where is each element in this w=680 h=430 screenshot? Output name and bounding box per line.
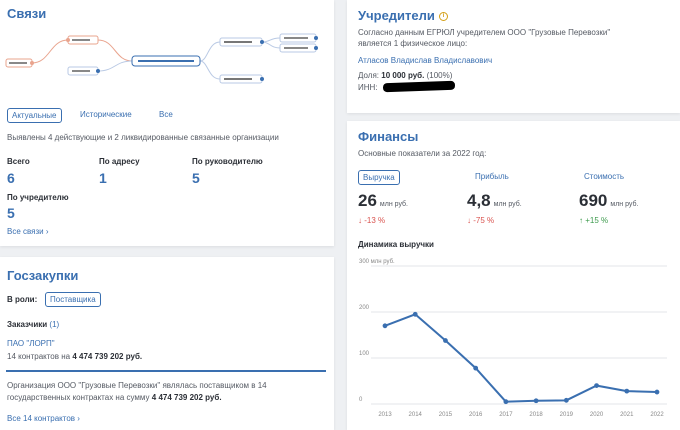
x-tick-label: 2022 [650, 412, 664, 418]
stat-total-label: Всего [7, 157, 30, 166]
customer-link[interactable]: ПАО "ЛОРП" [7, 339, 55, 348]
metric-revenue-change: ↓ -13 % [358, 216, 386, 225]
founder-person-link[interactable]: Атласов Владислав Владиславович [358, 56, 493, 65]
revenue-point-2017[interactable] [503, 399, 509, 405]
metric-value-value: 690 млн руб. [579, 191, 639, 210]
x-tick-label: 2018 [529, 412, 543, 418]
x-tick-label: 2019 [560, 412, 574, 418]
contracts-progress-bar [6, 370, 326, 372]
stat-director-label: По руководителю [192, 157, 263, 166]
chevron-right-icon: › [77, 414, 80, 423]
metric-revenue-value: 26 млн руб. [358, 191, 408, 210]
metric-profit-tab[interactable]: Прибыль [475, 172, 509, 181]
arrow-up-icon: ↑ [579, 216, 583, 225]
purchases-note-line1: Организация ООО "Грузовые Перевозки" явл… [7, 381, 267, 390]
all-links-link[interactable]: Все связи › [7, 227, 49, 236]
role-supplier-tab[interactable]: Поставщика [45, 292, 101, 307]
links-summary: Выявлены 4 действующие и 2 ликвидированн… [7, 133, 279, 142]
x-tick-label: 2017 [499, 412, 513, 418]
y-tick-label: 300 млн руб. [359, 259, 395, 265]
revenue-chart[interactable]: 300 млн руб. 200 100 0 2013 2014 2015 2016 2017 2… [347, 256, 680, 430]
x-tick-label: 2020 [590, 412, 604, 418]
revenue-point-2013[interactable] [382, 323, 388, 329]
purchases-card: Госзакупки В роли: Поставщика Заказчики … [0, 257, 334, 430]
stat-founder-value[interactable]: 5 [7, 205, 15, 221]
all-contracts-link[interactable]: Все 14 контрактов › [7, 414, 80, 423]
y-tick-label: 200 [359, 305, 370, 311]
arrow-down-icon: ↓ [467, 216, 471, 225]
revenue-point-2014[interactable] [412, 311, 418, 317]
x-tick-label: 2013 [378, 412, 392, 418]
arrow-down-icon: ↓ [358, 216, 362, 225]
founders-desc-line2: является 1 физическое лицо: [358, 39, 468, 48]
y-tick-label: 100 [359, 351, 370, 357]
tab-actual[interactable]: Актуальные [7, 108, 62, 123]
metric-profit-change: ↓ -75 % [467, 216, 495, 225]
x-tick-label: 2021 [620, 412, 634, 418]
chart-title: Динамика выручки [358, 240, 434, 249]
stat-director-value[interactable]: 5 [192, 170, 200, 186]
links-card: Связи Актуальные Исторические Все Вы [0, 0, 334, 246]
customers-label: Заказчики (1) [7, 320, 60, 329]
revenue-point-2021[interactable] [624, 388, 630, 394]
revenue-point-2020[interactable] [594, 383, 599, 388]
x-tick-label: 2015 [439, 412, 453, 418]
purchases-title: Госзакупки [7, 268, 79, 283]
y-tick-label: 0 [359, 397, 363, 403]
metric-profit-value: 4,8 млн руб. [467, 191, 522, 210]
stat-total-value[interactable]: 6 [7, 170, 15, 186]
revenue-point-2015[interactable] [443, 338, 448, 343]
metric-value-tab[interactable]: Стоимость [584, 172, 625, 181]
founders-card: Учредители i Согласно данным ЕГРЮЛ учреди… [347, 0, 680, 113]
x-tick-label: 2014 [409, 412, 423, 418]
role-label: В роли: [7, 295, 38, 304]
tab-historical[interactable]: Исторические [80, 110, 132, 119]
finance-subtitle: Основные показатели за 2022 год: [358, 149, 487, 158]
x-tick-label: 2016 [469, 412, 483, 418]
purchases-note-line2: государственных контрактах на сумму 4 47… [7, 393, 222, 402]
stat-address-value[interactable]: 1 [99, 170, 107, 186]
revenue-point-2018[interactable] [533, 398, 539, 404]
revenue-point-2022[interactable] [654, 389, 660, 395]
links-graph[interactable] [0, 26, 334, 96]
contracts-summary: 14 контрактов на 4 474 739 202 руб. [7, 352, 143, 361]
founders-title: Учредители i [358, 8, 448, 23]
founders-desc-line1: Согласно данным ЕГРЮЛ учредителем ООО "Г… [358, 28, 611, 37]
revenue-series-line [384, 313, 658, 403]
revenue-point-2019[interactable] [563, 397, 569, 403]
stat-address-label: По адресу [99, 157, 140, 166]
metric-revenue-tab[interactable]: Выручка [358, 170, 400, 185]
stat-founder-label: По учредителю [7, 193, 69, 202]
finance-title: Финансы [358, 129, 419, 144]
links-title: Связи [7, 6, 47, 21]
chevron-right-icon: › [45, 227, 49, 236]
metric-value-change: ↑ +15 % [579, 216, 609, 225]
founder-inn-label: ИНН: [358, 83, 378, 92]
info-icon[interactable]: i [438, 12, 448, 22]
tab-all[interactable]: Все [159, 110, 173, 119]
founder-share: Доля: 10 000 руб. (100%) [358, 71, 453, 80]
revenue-point-2016[interactable] [473, 365, 479, 371]
finance-card: Финансы Основные показатели за 2022 год:… [347, 121, 680, 430]
